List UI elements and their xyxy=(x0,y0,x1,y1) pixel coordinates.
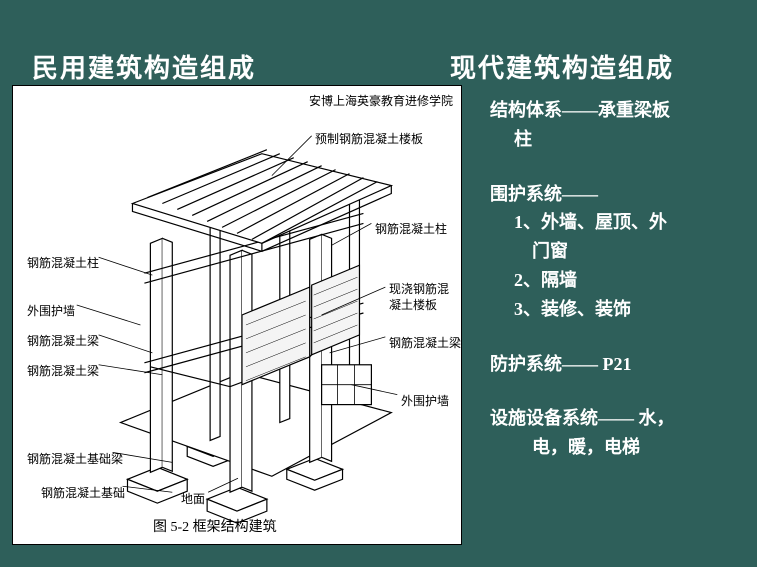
label-beam-right: 钢筋混凝土梁 xyxy=(389,334,461,351)
sys2-item-1: 1、外墙、屋顶、外 xyxy=(490,208,740,237)
sys4-sub: 电，暖，电梯 xyxy=(490,433,740,462)
system-1: 结构体系——承重梁板 柱 xyxy=(490,96,740,154)
label-ext-wall-right: 外围护墙 xyxy=(401,392,449,409)
sys1-sub: 柱 xyxy=(490,125,740,154)
system-3: 防护系统—— P21 xyxy=(490,350,740,379)
label-cast-slab-2: 凝土楼板 xyxy=(389,296,437,313)
sys2-heading: 围护系统—— xyxy=(490,180,740,209)
right-content-panel: 结构体系——承重梁板 柱 围护系统—— 1、外墙、屋顶、外 门窗 2、隔墙 3、… xyxy=(490,96,740,488)
diagram-watermark: 安博上海英豪教育进修学院 xyxy=(309,92,453,109)
system-2: 围护系统—— 1、外墙、屋顶、外 门窗 2、隔墙 3、装修、装饰 xyxy=(490,180,740,324)
label-beam-1: 钢筋混凝土梁 xyxy=(27,332,99,349)
sys3-heading: 防护系统—— P21 xyxy=(490,350,740,379)
sys2-item-2: 2、隔墙 xyxy=(490,266,740,295)
building-diagram: 安博上海英豪教育进修学院 xyxy=(12,85,462,545)
sys2-item-1b: 门窗 xyxy=(490,237,740,266)
label-ext-wall-left: 外围护墙 xyxy=(27,302,75,319)
label-beam-2: 钢筋混凝土梁 xyxy=(27,362,99,379)
label-foundation-beam: 钢筋混凝土基础梁 xyxy=(27,450,123,467)
label-foundation: 钢筋混凝土基础 xyxy=(41,484,125,501)
label-column-left: 钢筋混凝土柱 xyxy=(27,254,99,271)
label-cast-slab-1: 现浇钢筋混 xyxy=(389,280,449,297)
label-ground: 地面 xyxy=(181,490,205,507)
sys4-heading: 设施设备系统—— 水， xyxy=(490,404,740,433)
right-title: 现代建筑构造组成 xyxy=(450,48,674,85)
label-column-right: 钢筋混凝土柱 xyxy=(375,220,447,237)
label-precast-slab: 预制钢筋混凝土楼板 xyxy=(315,130,423,147)
system-4: 设施设备系统—— 水， 电，暖，电梯 xyxy=(490,404,740,462)
sys2-item-3: 3、装修、装饰 xyxy=(490,295,740,324)
sys1-heading: 结构体系——承重梁板 xyxy=(490,96,740,125)
diagram-caption: 图 5-2 框架结构建筑 xyxy=(153,516,277,536)
frame-structure-svg xyxy=(13,86,461,544)
left-title: 民用建筑构造组成 xyxy=(32,48,256,85)
